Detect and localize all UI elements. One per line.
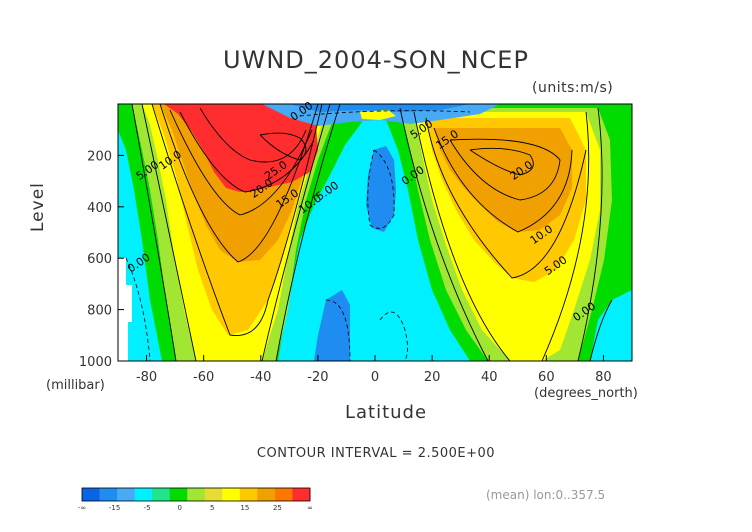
x-tick-label: -80: [136, 370, 157, 385]
colorbar-label: 5: [210, 504, 214, 512]
y-axis-unit: (millibar): [46, 378, 105, 393]
colorbar-frame: [81, 487, 311, 502]
tropic-blob-upper: [366, 146, 396, 232]
x-tick-label: 60: [538, 370, 555, 385]
negative-contours: [125, 110, 471, 361]
x-tick-label: -40: [250, 370, 271, 385]
x-tick-label: 80: [595, 370, 612, 385]
sh-jet-core: [164, 104, 318, 192]
units-label: (units:m/s): [532, 80, 614, 96]
colorbar-label: 0: [177, 504, 181, 512]
colorbar-label: -5: [144, 504, 151, 512]
mean-note: (mean) lon:0..357.5: [486, 488, 606, 502]
colorbar-swatch: [187, 488, 206, 501]
colorbar-swatch: [274, 488, 293, 501]
colorbar-label: 15: [240, 504, 249, 512]
colorbar-swatch: [82, 488, 101, 501]
x-axis-unit: (degrees_north): [534, 386, 638, 401]
colorbar-label: -15: [109, 504, 120, 512]
colorbar-label: -∞: [78, 504, 86, 512]
colorbar-swatch: [117, 488, 136, 501]
contour-interval-label: CONTOUR INTERVAL = 2.500E+00: [256, 446, 496, 461]
colorbar-swatch: [257, 488, 276, 501]
top-small-yellow: [360, 110, 396, 120]
colorbar-swatch: [169, 488, 188, 501]
colorbar-swatch: [222, 488, 241, 501]
colorbar-swatch: [204, 488, 223, 501]
colorbar-swatch: [152, 488, 171, 501]
y-tick-label: 200: [87, 149, 112, 164]
colorbar-swatch: [99, 488, 118, 501]
colorbar-swatch: [134, 488, 153, 501]
contour-fill: [118, 104, 632, 361]
colorbar-swatch: [292, 488, 311, 501]
x-axis-title: Latitude: [344, 402, 428, 423]
x-tick-label: 40: [481, 370, 498, 385]
y-tick-label: 600: [87, 252, 112, 267]
x-tick-label: -20: [307, 370, 328, 385]
colorbar-label: ∞: [307, 504, 313, 512]
x-tick-label: 20: [424, 370, 441, 385]
colorbar-label: 25: [273, 504, 282, 512]
contour-lines: [131, 104, 613, 361]
y-tick-label: 800: [87, 304, 112, 319]
x-tick-label: 0: [371, 370, 379, 385]
colorbar: -∞ -15 -5 0 5 15 25 ∞: [78, 487, 313, 512]
colorbar-swatch: [239, 488, 258, 501]
missing-data: [118, 258, 132, 361]
tropic-blob-lower: [314, 290, 350, 361]
x-tick-label: -60: [193, 370, 214, 385]
y-tick-label: 1000: [79, 355, 112, 370]
chart-title: UWND_2004-SON_NCEP: [223, 46, 529, 74]
y-tick-label: 400: [87, 201, 112, 216]
top-strong-negative: [290, 104, 470, 112]
nh-band-orange: [434, 128, 572, 232]
x-axis: -80 -60 -40 -20 0 20 40 60 80: [136, 355, 612, 385]
y-axis: 200 400 600 800 1000: [79, 149, 124, 370]
